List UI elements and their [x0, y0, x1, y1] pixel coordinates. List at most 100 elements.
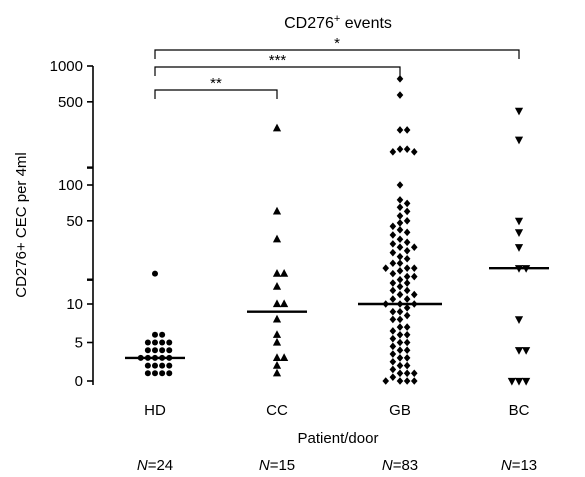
data-point-circle — [144, 347, 151, 354]
data-point-diamond — [396, 377, 404, 385]
data-point-triangle-down — [522, 347, 531, 355]
data-point-circle — [159, 347, 166, 354]
data-point-diamond — [396, 267, 404, 275]
group-count-value: =13 — [512, 457, 537, 474]
data-point-diamond — [403, 331, 411, 339]
data-point-diamond — [396, 369, 404, 378]
data-point-diamond — [403, 228, 411, 237]
data-point-diamond — [389, 365, 397, 374]
data-point-diamond — [396, 275, 404, 284]
data-point-diamond — [403, 279, 411, 287]
data-point-diamond — [396, 203, 404, 212]
data-point-diamond — [389, 286, 397, 295]
data-point-circle — [152, 270, 158, 277]
data-point-diamond — [396, 354, 404, 362]
data-point-diamond — [403, 377, 411, 385]
data-point-triangle-up — [272, 368, 282, 377]
significance-bracket — [154, 66, 401, 76]
data-point-diamond — [396, 126, 404, 134]
group-count-prefix: N — [382, 457, 393, 474]
group-count-label: N=15 — [259, 457, 295, 474]
chart-title-superscript: + — [334, 13, 340, 25]
data-point-diamond — [396, 219, 404, 227]
data-point-triangle-down — [514, 347, 524, 355]
group-count-value: =15 — [270, 457, 295, 474]
data-point-diamond — [403, 217, 411, 225]
data-point-diamond — [396, 212, 404, 220]
data-point-triangle-up — [280, 353, 289, 361]
data-point-triangle-up — [272, 282, 282, 290]
data-point-triangle-up — [272, 234, 282, 243]
data-point-diamond — [396, 145, 404, 153]
data-point-circle — [159, 331, 166, 338]
data-point-triangle-up — [280, 299, 289, 308]
data-point-diamond — [410, 290, 418, 299]
x-axis-ticks: HD CC GB BC — [144, 402, 529, 419]
significance-bracket — [154, 49, 520, 59]
data-point-diamond — [389, 231, 397, 239]
data-point-diamond — [389, 373, 397, 381]
data-point-diamond — [396, 259, 404, 268]
data-point-triangle-down — [514, 244, 524, 252]
y-tick-label: 5 — [75, 335, 83, 352]
group-count-prefix: N — [137, 457, 148, 474]
data-point-diamond — [389, 279, 397, 287]
data-point-triangle-up — [272, 337, 282, 346]
data-point-diamond — [410, 148, 418, 156]
x-tick-label: CC — [266, 402, 288, 419]
group-count-prefix: N — [259, 457, 270, 474]
data-point-diamond — [396, 243, 404, 252]
data-point-triangle-down — [522, 377, 531, 386]
data-point-diamond — [396, 338, 404, 347]
data-point-triangle-down — [514, 229, 524, 237]
x-tick-label: HD — [144, 402, 166, 419]
data-point-diamond — [410, 377, 418, 385]
chart-title: CD276+ events — [284, 13, 392, 32]
data-point-diamond — [403, 264, 411, 272]
x-tick-label: BC — [509, 402, 530, 419]
data-point-diamond — [396, 91, 404, 99]
data-point-circle — [152, 370, 158, 377]
data-point-diamond — [396, 196, 404, 204]
data-point-diamond — [389, 259, 397, 268]
data-point-circle — [144, 362, 151, 369]
data-point-circle — [159, 362, 166, 369]
data-point-diamond — [403, 354, 411, 362]
y-tick-label: 100 — [58, 177, 83, 194]
significance-label: * — [334, 35, 340, 52]
data-point-triangle-down — [514, 136, 524, 145]
data-point-circle — [144, 339, 151, 346]
data-point-circle — [144, 370, 151, 377]
data-point-circle — [166, 370, 173, 377]
data-point-triangle-up — [272, 269, 282, 277]
group-count-prefix: N — [501, 457, 512, 474]
data-point-diamond — [403, 254, 411, 263]
data-point-diamond — [389, 342, 397, 351]
significance-brackets: ****** — [154, 35, 520, 99]
data-point-circle — [166, 339, 173, 346]
data-point-diamond — [396, 290, 404, 299]
data-point-circle — [159, 339, 166, 346]
chart-title-main: CD276 — [284, 15, 334, 32]
data-point-diamond — [403, 126, 411, 134]
data-point-diamond — [403, 246, 411, 255]
y-axis: 0 5 10 50 100 500 1000 — [50, 58, 94, 390]
data-point-diamond — [403, 145, 411, 153]
x-tick-label: GB — [389, 402, 411, 419]
data-point-diamond — [403, 304, 411, 312]
data-point-diamond — [403, 361, 411, 370]
data-point-diamond — [403, 199, 411, 208]
data-point-diamond — [389, 148, 397, 156]
data-point-circle — [152, 362, 158, 369]
data-point-diamond — [410, 243, 418, 252]
significance-bracket — [154, 89, 278, 99]
data-point-triangle-down — [507, 377, 516, 386]
data-point-triangle-up — [272, 206, 282, 215]
group-count-label: N=83 — [382, 457, 418, 474]
data-point-triangle-up — [272, 123, 282, 132]
data-point-circle — [166, 362, 173, 369]
data-point-diamond — [403, 323, 411, 331]
data-point-circle — [152, 347, 158, 354]
